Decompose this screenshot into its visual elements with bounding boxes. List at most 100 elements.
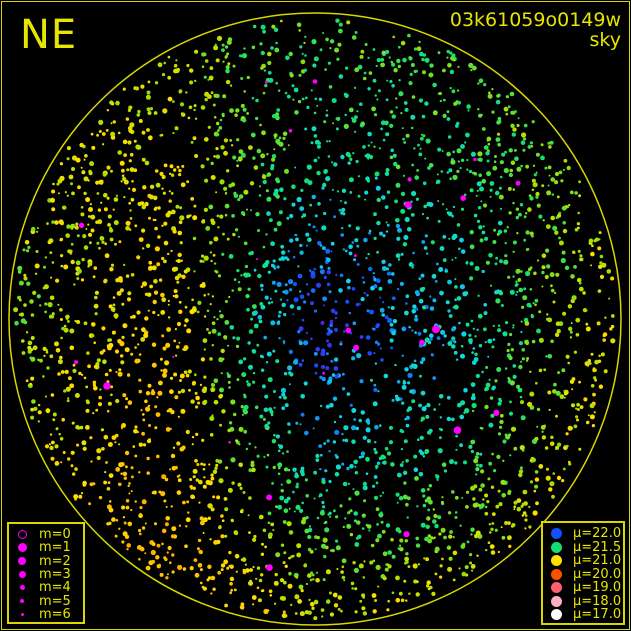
sky-point (174, 294, 179, 299)
sky-point (561, 205, 567, 211)
sky-point (97, 219, 103, 225)
sky-point (354, 238, 359, 243)
sky-point (163, 61, 166, 65)
sky-point (489, 396, 494, 400)
sky-point (496, 132, 501, 136)
sky-point (248, 496, 252, 500)
sky-point (558, 236, 561, 240)
sky-point (126, 168, 130, 172)
sky-point (236, 336, 241, 341)
sky-point (66, 224, 71, 229)
sky-point (157, 62, 163, 68)
sky-point (201, 219, 206, 224)
sky-point (375, 64, 378, 68)
sky-point (197, 538, 202, 543)
sky-point (17, 270, 22, 274)
sky-point (210, 387, 216, 393)
sky-point (70, 450, 75, 455)
sky-point (599, 254, 604, 259)
sky-point (199, 568, 203, 572)
sky-point (67, 397, 70, 400)
sky-point (486, 159, 490, 163)
sky-point (327, 513, 330, 516)
sky-point (141, 204, 147, 210)
sky-point (253, 24, 257, 29)
sky-point (438, 403, 441, 406)
sky-point (442, 235, 447, 239)
sky-point (141, 228, 146, 233)
sky-point (512, 188, 516, 191)
sky-point (374, 450, 378, 455)
sky-point (295, 421, 299, 425)
sky-point (114, 534, 118, 538)
sky-point (408, 56, 412, 60)
sky-point (305, 582, 308, 586)
sky-point (108, 368, 112, 372)
sky-point (401, 461, 404, 464)
sky-point (245, 294, 250, 299)
sky-point (189, 485, 193, 489)
sky-point (538, 464, 544, 469)
sky-point (147, 309, 150, 312)
sky-point (294, 166, 297, 169)
sky-point (231, 214, 236, 218)
sky-point (299, 290, 302, 293)
sky-point (82, 480, 87, 486)
sky-point (488, 523, 492, 526)
sky-point (69, 328, 75, 334)
sky-point (291, 202, 296, 207)
sky-point (401, 401, 405, 405)
sky-point (457, 402, 462, 408)
sky-point (326, 270, 331, 275)
sky-point (233, 193, 239, 198)
sky-point (321, 186, 325, 190)
sky-point (218, 526, 222, 530)
sky-point (230, 182, 236, 187)
sky-point (202, 338, 208, 343)
sky-point (375, 481, 379, 485)
sky-point (96, 241, 100, 245)
sky-point (202, 586, 207, 591)
sky-point (478, 487, 483, 492)
sky-point (313, 56, 319, 62)
sky-point (136, 310, 141, 315)
sky-point (346, 278, 351, 284)
sky-point (155, 182, 161, 188)
sky-point (143, 333, 149, 339)
sky-point (255, 577, 258, 580)
sky-point (146, 128, 150, 132)
sky-point (261, 384, 266, 389)
sky-point (429, 337, 433, 341)
sky-point (141, 130, 146, 135)
sky-point (103, 480, 107, 485)
sky-point (217, 129, 220, 132)
sky-point (389, 123, 394, 128)
sky-point (58, 433, 61, 436)
sky-point (260, 368, 265, 372)
sky-point (389, 338, 394, 343)
sky-point (377, 533, 382, 539)
star-point (353, 344, 360, 351)
sky-point (325, 569, 331, 575)
sky-point (550, 284, 553, 288)
sky-point (547, 184, 550, 187)
sky-point (385, 132, 390, 137)
sky-point (490, 413, 495, 418)
sky-point (296, 543, 302, 549)
sky-point (450, 159, 456, 165)
sky-point (215, 154, 221, 159)
sky-point (112, 303, 116, 307)
sky-point (307, 573, 312, 578)
sky-point (412, 251, 415, 255)
sky-point (283, 289, 289, 295)
sky-point (414, 175, 420, 180)
sky-point (525, 359, 529, 362)
sky-point (229, 582, 233, 586)
sky-point (548, 174, 551, 177)
sky-point (238, 54, 242, 58)
sky-point (459, 284, 465, 290)
sky-point (225, 466, 229, 470)
star-marker-icon (13, 599, 31, 603)
sky-point (98, 495, 103, 500)
